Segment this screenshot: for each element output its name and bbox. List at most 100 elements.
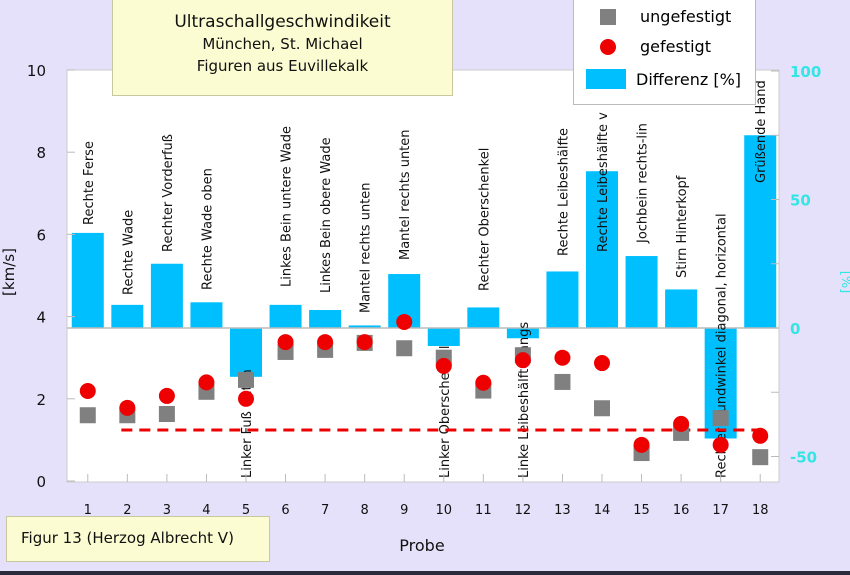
point-gefestigt-12: [514, 352, 531, 369]
bar-differenz-16: [665, 289, 698, 328]
bar-differenz-18: [744, 135, 777, 328]
point-gefestigt-1: [79, 382, 96, 399]
bar-differenz-8: [348, 325, 381, 328]
x-tick-label: 8: [361, 503, 369, 518]
bar-label-6: Linkes Bein untere Wade: [280, 126, 295, 287]
y-tick-label: 4: [36, 309, 46, 327]
bar-label-12: Linke Leibeshälfte längs: [517, 322, 532, 478]
bar-label-9: Mantel rechts unten: [398, 129, 413, 260]
y-tick-label: 8: [36, 144, 46, 162]
point-gefestigt-11: [475, 374, 492, 391]
y2-axis-label: [%]: [838, 271, 850, 294]
point-ungefestigt-5: [238, 371, 254, 388]
x-tick-label: 14: [594, 503, 611, 518]
x-tick-label: 3: [163, 503, 171, 518]
x-tick-label: 7: [321, 503, 329, 518]
x-tick-label: 11: [475, 503, 492, 518]
bar-differenz-11: [467, 307, 500, 328]
bar-label-11: Rechter Oberschenkel: [477, 148, 492, 291]
point-ungefestigt-13: [554, 373, 571, 390]
point-gefestigt-2: [119, 399, 136, 416]
point-gefestigt-18: [752, 427, 769, 444]
x-tick-label: 12: [515, 503, 532, 518]
bar-differenz-7: [309, 310, 342, 328]
bar-differenz-4: [190, 302, 223, 328]
point-gefestigt-15: [633, 436, 650, 453]
x-axis-label: Probe: [399, 536, 444, 555]
point-gefestigt-16: [673, 415, 690, 432]
y2-tick-label: 50: [790, 192, 811, 210]
bar-differenz-12: [506, 328, 539, 339]
x-tick-label: 4: [202, 503, 210, 518]
bar-label-16: Stirn Hinterkopf: [675, 175, 690, 278]
y-tick-label: 10: [27, 62, 46, 80]
chart-title-box: Ultraschallgeschwindikeit München, St. M…: [112, 0, 453, 96]
x-tick-label: 15: [633, 503, 650, 518]
x-tick-label: 2: [123, 503, 131, 518]
x-tick-label: 17: [712, 503, 729, 518]
y-axis-label: [km/s]: [0, 248, 18, 296]
point-ungefestigt-14: [594, 400, 610, 417]
legend-label: ungefestigt: [640, 7, 732, 26]
bar-label-7: Linkes Bein obere Wade: [319, 137, 334, 293]
x-tick-label: 9: [400, 503, 408, 518]
y-tick-label: 6: [36, 226, 46, 244]
bar-differenz-15: [625, 256, 658, 328]
figure-caption-text: Figur 13 (Herzog Albrecht V): [21, 529, 234, 547]
bar-label-15: Jochbein rechts-lin: [636, 123, 651, 244]
bar-differenz-14: [586, 171, 618, 328]
bottom-border: [0, 571, 850, 575]
bar-label-4: Rechte Wade oben: [200, 168, 215, 290]
x-tick-label: 18: [752, 503, 769, 518]
point-ungefestigt-1: [79, 407, 96, 424]
bar-label-3: Rechter Vorderfuß: [161, 134, 176, 252]
point-gefestigt-4: [198, 374, 215, 391]
plot-area: [66, 69, 780, 483]
point-gefestigt-5: [238, 390, 254, 407]
bar-differenz-6: [269, 304, 302, 328]
point-ungefestigt-3: [158, 406, 175, 423]
y2-tick-label: 100: [790, 63, 821, 81]
point-gefestigt-14: [594, 355, 610, 372]
point-gefestigt-13: [554, 349, 571, 366]
x-tick-label: 5: [242, 503, 250, 518]
point-ungefestigt-18: [752, 449, 769, 466]
bar-label-2: Rechte Wade: [121, 210, 136, 295]
point-gefestigt-3: [158, 387, 175, 404]
bar-differenz-2: [111, 304, 144, 328]
x-tick-label: 16: [673, 503, 690, 518]
bar-differenz-1: [71, 232, 104, 328]
bar-label-14: Rechte Leibeshälfte v: [596, 112, 611, 252]
bar-label-8: Mantel rechts unten: [359, 182, 374, 313]
square-marker-icon: [600, 8, 616, 25]
figure-caption: Figur 13 (Herzog Albrecht V): [6, 516, 270, 562]
bar-differenz-10: [427, 328, 460, 346]
bar-label-10: Linker Oberschenkel: [438, 345, 453, 478]
x-tick-label: 6: [281, 503, 289, 518]
legend-label: Differenz [%]: [636, 69, 742, 89]
point-ungefestigt-9: [396, 340, 413, 357]
x-tick-label: 1: [84, 503, 92, 518]
point-gefestigt-17: [712, 436, 729, 453]
bar-label-18: Grüßende Hand: [754, 80, 769, 183]
chart-title: Ultraschallgeschwindikeit: [174, 12, 391, 32]
x-tick-label: 13: [554, 503, 571, 518]
point-gefestigt-8: [356, 334, 373, 351]
bar-swatch-icon: [586, 69, 626, 89]
chart-subtitle-location: München, St. Michael: [202, 35, 363, 53]
legend-item-ungefestigt: ungefestigt: [574, 7, 731, 26]
y2-tick-label: -50: [790, 449, 817, 467]
point-gefestigt-6: [277, 334, 294, 351]
legend-label: gefestigt: [640, 37, 711, 56]
legend: ungefestigt gefestigt Differenz [%]: [573, 0, 756, 105]
bar-label-1: Rechte Ferse: [82, 141, 97, 225]
x-tick-label: 10: [436, 503, 453, 518]
circle-marker-icon: [600, 38, 616, 55]
bar-differenz-3: [150, 263, 183, 328]
bar-differenz-5: [230, 328, 262, 377]
chart-subtitle-material: Figuren aus Euvillekalk: [196, 57, 369, 75]
legend-item-gefestigt: gefestigt: [574, 37, 711, 56]
point-gefestigt-7: [317, 334, 334, 351]
point-gefestigt-10: [435, 357, 452, 374]
